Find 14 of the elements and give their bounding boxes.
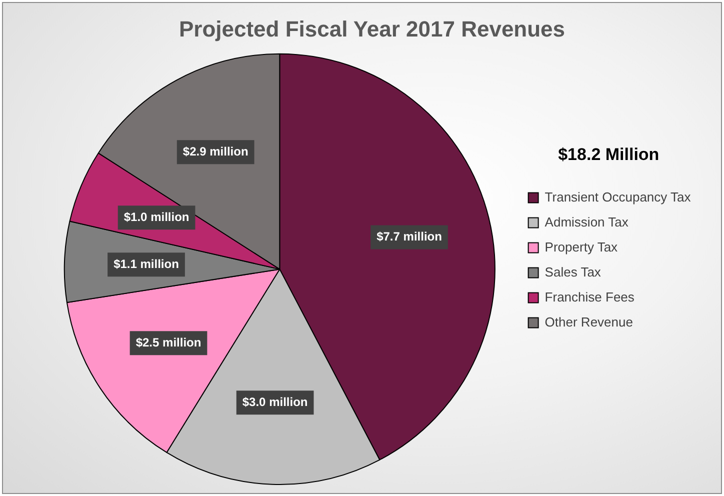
data-label: $7.7 million [376, 230, 442, 244]
data-label: $3.0 million [242, 394, 308, 409]
legend-title: $18.2 Million [558, 144, 660, 164]
legend-label: Sales Tax [544, 264, 602, 280]
data-label: $1.0 million [124, 210, 190, 224]
data-label: $2.9 million [182, 144, 248, 158]
legend-label: Other Revenue [544, 314, 633, 330]
legend-label: Franchise Fees [544, 289, 635, 304]
legend-label: Transient Occupancy Tax [544, 189, 692, 204]
data-label: $1.1 million [114, 256, 179, 271]
data-label: $2.5 million [136, 335, 202, 350]
legend-label: Admission Tax [544, 214, 629, 230]
chart-title: Projected Fiscal Year 2017 Revenues [178, 16, 566, 42]
legend-label: Property Tax [544, 239, 618, 254]
